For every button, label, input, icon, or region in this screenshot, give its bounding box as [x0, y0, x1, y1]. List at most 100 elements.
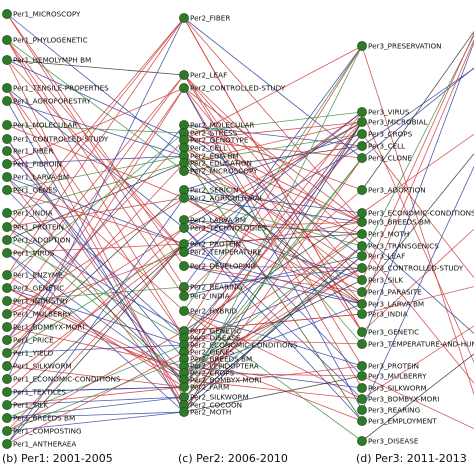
edge-layer — [6, 13, 474, 445]
node-per1-enzyme — [2, 270, 12, 280]
edge-190 — [361, 233, 474, 334]
node-label: Per2_REARING — [190, 283, 242, 292]
edge-134 — [183, 145, 363, 253]
node-label: Per2_GENETIC — [190, 327, 241, 336]
edge-174 — [183, 255, 363, 398]
node-label: Per3_PROTEIN — [368, 362, 419, 371]
node-per3-india — [357, 309, 367, 319]
edge-179 — [183, 121, 363, 413]
edge-48 — [6, 74, 185, 289]
node-per1-mulberry — [2, 309, 12, 319]
node-label: Per2_MOTH — [190, 408, 231, 417]
node-per2-microscopy — [179, 166, 189, 176]
edge-147 — [183, 45, 363, 332]
node-label: Per1_VIRUS — [13, 249, 55, 258]
node-layer: Per1_MICROSCOPY Per1_PHYLOGENETIC Per1_HEM… — [2, 9, 474, 449]
edge-180 — [183, 375, 363, 413]
edge-92 — [183, 87, 363, 389]
node-label: Per2_FIBER — [190, 14, 230, 23]
node-per1-virus — [2, 248, 12, 258]
edge-55 — [6, 139, 185, 328]
edge-0 — [6, 13, 185, 288]
edge-81 — [6, 351, 185, 445]
edge-162 — [183, 279, 363, 367]
node-per3-economic-conditions — [357, 208, 367, 218]
node-label: Per3_PARASITE — [368, 288, 422, 297]
node-label: Per3_ADOPTION — [368, 186, 426, 195]
edge-127 — [183, 227, 363, 400]
node-label: Per2_STRESS — [190, 129, 238, 138]
node-label: Per1_PHYLOGENETIC — [13, 36, 88, 45]
node-per2-controlled-study — [179, 83, 189, 93]
node-per3-preservation — [357, 41, 367, 51]
node-per1-silkworm — [2, 361, 12, 371]
node-label: Per2_EGG BM — [190, 152, 239, 161]
node-per1-bombyx-mori — [2, 322, 12, 332]
edge-154 — [183, 111, 363, 346]
edge-104 — [183, 147, 363, 281]
node-per2-technologies — [179, 223, 189, 233]
edge-88 — [183, 74, 363, 247]
edge-132 — [183, 251, 363, 305]
node-per2-fiber — [179, 13, 189, 23]
node-label: Per3_PRESERVATION — [368, 42, 442, 51]
node-label: Per2_INDIA — [190, 292, 230, 301]
edge-78 — [6, 330, 185, 432]
edge-149 — [183, 313, 363, 332]
node-label: Per2_LARVA BM — [190, 216, 246, 225]
node-label: Per1_COMPOSTING — [13, 427, 82, 436]
edge-60 — [6, 189, 185, 354]
edge-5 — [6, 39, 185, 339]
node-per1-yield — [2, 348, 12, 358]
node-per3-silk — [357, 275, 367, 285]
node-label: Per3_SILKWORM — [368, 384, 427, 393]
edge-66 — [6, 243, 185, 380]
edge-194 — [361, 153, 474, 293]
edge-131 — [183, 233, 363, 245]
edge-21 — [6, 150, 185, 360]
node-label: Per1_BREEDS BM — [13, 414, 75, 423]
edge-95 — [183, 124, 363, 147]
node-label: Per3_DISEASE — [368, 437, 419, 446]
node-per1-adoption — [2, 235, 12, 245]
node-label: Per3_SILK — [368, 276, 403, 285]
node-per1-molecular — [2, 120, 12, 130]
edge-117 — [183, 133, 363, 191]
edge-186 — [361, 68, 474, 147]
node-per1-fibroin — [2, 159, 12, 169]
node-per3-transgenics — [357, 241, 367, 251]
edge-54 — [6, 326, 185, 367]
node-label: Per2_MOLECULAR — [190, 121, 254, 130]
node-per3-temperature-and-hum — [357, 339, 367, 349]
edge-2 — [6, 13, 185, 267]
node-label: Per3_MOTH — [368, 230, 409, 239]
node-per2-moth — [179, 407, 189, 417]
edge-199 — [361, 375, 474, 430]
edge-1 — [6, 13, 185, 157]
edge-9 — [6, 59, 185, 76]
edge-26 — [6, 176, 185, 245]
node-label: Per1_MOLECULAR — [13, 121, 77, 130]
node-per3-leaf — [357, 251, 367, 261]
node-per1-economic-conditions — [2, 374, 12, 384]
node-label: Per3_CROPS — [368, 130, 413, 139]
node-label: Per3_ECONOMIC-CONDITIONS — [368, 209, 474, 218]
edge-151 — [183, 133, 363, 339]
node-label: Per1_ANTHERAEA — [13, 440, 76, 449]
edge-111 — [183, 133, 363, 164]
node-per2-temperature — [179, 247, 189, 257]
node-label: Per2_AGRICULTURAL — [190, 194, 264, 203]
node-per1-breeds-bm — [2, 413, 12, 423]
node-label: Per2_HYBRID — [190, 307, 237, 316]
node-per2-india — [179, 291, 189, 301]
node-per3-adoption — [357, 185, 367, 195]
node-per2-rearing — [179, 282, 189, 292]
edge-75 — [6, 411, 185, 419]
edge-120 — [183, 197, 363, 293]
edge-38 — [6, 17, 185, 241]
node-label: Per1_LARVA BM — [13, 173, 69, 182]
edge-193 — [361, 33, 474, 281]
node-label: Per3_BREEDS BM — [368, 218, 430, 227]
node-per1-india — [2, 208, 12, 218]
edge-200 — [361, 325, 474, 400]
